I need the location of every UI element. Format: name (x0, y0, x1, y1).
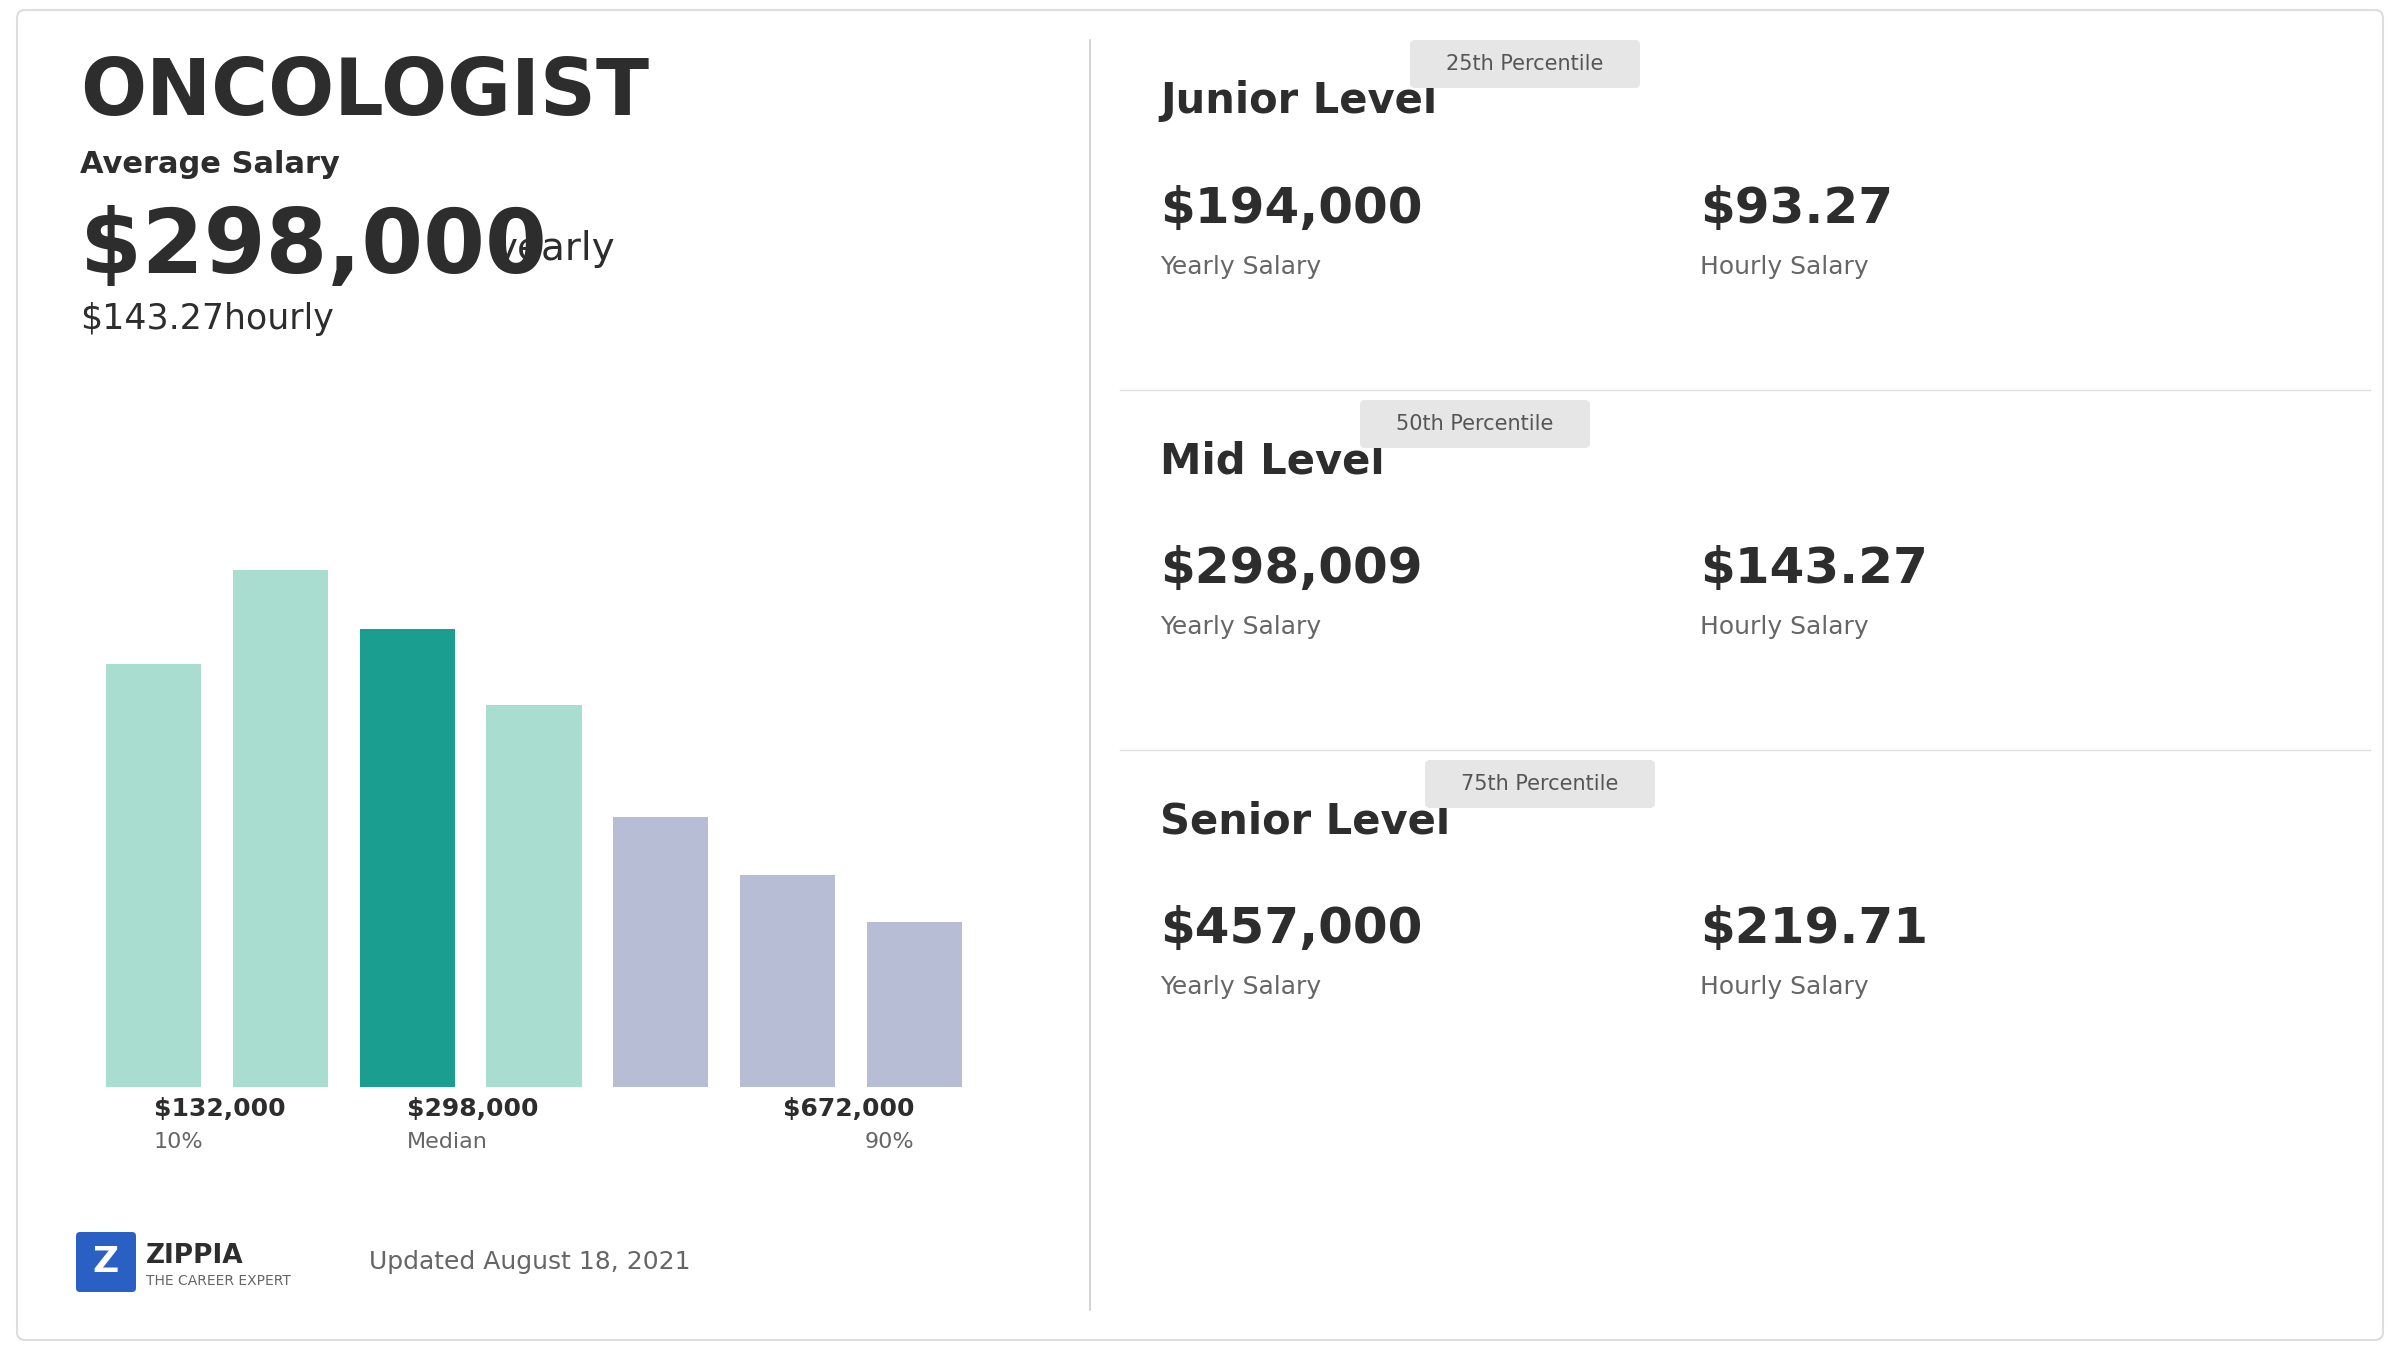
Text: $298,009: $298,009 (1159, 545, 1423, 593)
Text: $672,000: $672,000 (782, 1098, 914, 1120)
Text: $298,000: $298,000 (408, 1098, 538, 1120)
Text: Hourly Salary: Hourly Salary (1699, 975, 1870, 999)
Text: yearly: yearly (494, 230, 617, 269)
Text: 50th Percentile: 50th Percentile (1397, 414, 1553, 433)
Text: ONCOLOGIST: ONCOLOGIST (79, 55, 648, 131)
Text: THE CAREER EXPERT: THE CAREER EXPERT (146, 1274, 290, 1288)
Text: $219.71: $219.71 (1699, 904, 1927, 953)
Text: Senior Level: Senior Level (1159, 801, 1450, 842)
Text: Yearly Salary: Yearly Salary (1159, 255, 1320, 279)
Bar (487, 705, 581, 1087)
Text: Z: Z (94, 1245, 120, 1278)
FancyBboxPatch shape (1426, 760, 1656, 809)
Bar (866, 922, 962, 1087)
Text: Hourly Salary: Hourly Salary (1699, 255, 1870, 279)
Text: Average Salary: Average Salary (79, 150, 341, 180)
Text: Yearly Salary: Yearly Salary (1159, 975, 1320, 999)
Text: 25th Percentile: 25th Percentile (1447, 54, 1603, 74)
Bar (614, 817, 708, 1087)
Text: Junior Level: Junior Level (1159, 80, 1438, 122)
Bar (106, 664, 202, 1087)
Bar (360, 629, 454, 1087)
FancyBboxPatch shape (77, 1233, 137, 1292)
Bar (233, 570, 329, 1087)
Text: $143.27: $143.27 (1699, 545, 1927, 593)
Text: $298,000: $298,000 (79, 205, 547, 292)
Text: Yearly Salary: Yearly Salary (1159, 616, 1320, 639)
Bar (739, 875, 835, 1087)
Text: $93.27: $93.27 (1699, 185, 1894, 234)
Text: 90%: 90% (864, 1133, 914, 1152)
Text: Hourly Salary: Hourly Salary (1699, 616, 1870, 639)
Text: Median: Median (408, 1133, 487, 1152)
Text: $457,000: $457,000 (1159, 904, 1423, 953)
FancyBboxPatch shape (17, 9, 2383, 1341)
Text: ZIPPIA: ZIPPIA (146, 1243, 245, 1269)
Text: 75th Percentile: 75th Percentile (1462, 774, 1618, 794)
Text: $132,000: $132,000 (154, 1098, 286, 1120)
Text: $143.27hourly: $143.27hourly (79, 302, 334, 336)
Text: 10%: 10% (154, 1133, 204, 1152)
FancyBboxPatch shape (1411, 40, 1639, 88)
FancyBboxPatch shape (1361, 400, 1591, 448)
Text: $194,000: $194,000 (1159, 185, 1423, 234)
Text: Updated August 18, 2021: Updated August 18, 2021 (370, 1250, 691, 1274)
Text: Mid Level: Mid Level (1159, 440, 1385, 482)
